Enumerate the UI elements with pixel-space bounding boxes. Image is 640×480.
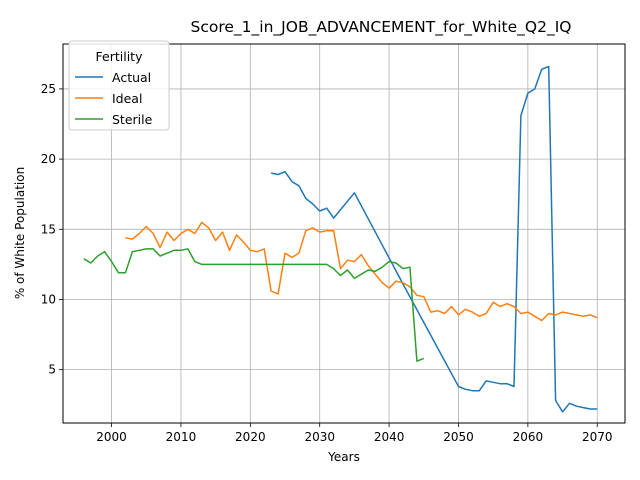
grid-lines (63, 44, 625, 423)
legend-label-actual: Actual (112, 70, 151, 85)
plot-area (62, 43, 626, 424)
series-line-actual (270, 65, 598, 413)
y-tick-label: 25 (41, 82, 56, 96)
series-layer (83, 65, 598, 413)
y-tick-label: 20 (41, 152, 56, 166)
x-tick-label: 2040 (374, 430, 405, 444)
legend-label-ideal: Ideal (112, 91, 142, 106)
x-tick-label: 2060 (513, 430, 544, 444)
x-tick-label: 2030 (304, 430, 335, 444)
legend-box (68, 40, 170, 131)
x-tick-label: 2050 (443, 430, 474, 444)
legend-title: Fertility (96, 49, 144, 64)
series-line-sterile (83, 248, 425, 362)
series-line-ideal (125, 221, 598, 322)
chart-title: Score_1_in_JOB_ADVANCEMENT_for_White_Q2_… (191, 18, 572, 37)
legend: Fertility Actual Ideal Sterile (68, 40, 170, 131)
x-tick-label: 2000 (96, 430, 127, 444)
x-tick-label: 2070 (582, 430, 613, 444)
legend-label-sterile: Sterile (112, 112, 153, 127)
y-tick-label: 10 (41, 292, 56, 306)
x-axis-label: Years (327, 450, 360, 464)
y-axis-ticks: 5 10 15 20 25 (41, 82, 63, 377)
x-tick-label: 2020 (235, 430, 266, 444)
y-tick-label: 15 (41, 222, 56, 236)
y-axis-label: % of White Population (13, 167, 27, 299)
y-tick-label: 5 (48, 363, 56, 377)
x-axis-ticks: 2000 2010 2020 2030 2040 2050 2060 2070 (96, 423, 613, 444)
x-tick-label: 2010 (166, 430, 197, 444)
